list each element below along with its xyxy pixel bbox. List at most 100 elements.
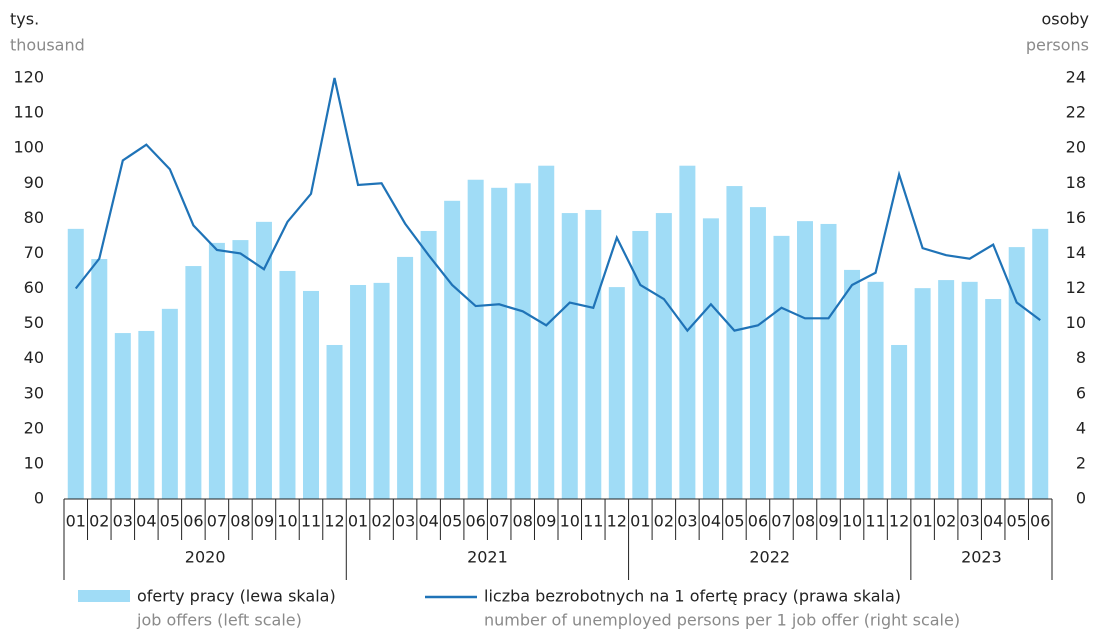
y2-tick-label: 6: [1076, 383, 1086, 402]
x-tick-label: 03: [959, 512, 979, 531]
x-tick-label: 03: [395, 512, 415, 531]
x-tick-label: 05: [160, 512, 180, 531]
legend-label: liczba bezrobotnych na 1 ofertę pracy (p…: [484, 587, 901, 606]
bar: [679, 165, 696, 500]
x-tick-label: 01: [630, 512, 650, 531]
x-tick-label: 07: [771, 512, 791, 531]
year-label: 2021: [467, 548, 508, 567]
bar: [161, 308, 178, 499]
bar: [561, 213, 578, 499]
y-tick-label: 60: [24, 278, 44, 297]
bar: [608, 287, 625, 499]
bar: [632, 230, 649, 500]
y-tick-label: 20: [24, 418, 44, 437]
x-tick-label: 09: [818, 512, 838, 531]
year-label: 2020: [185, 548, 226, 567]
legend-label-en: job offers (left scale): [136, 611, 302, 630]
y-tick-label: 110: [13, 103, 44, 122]
bar: [397, 256, 414, 499]
bar: [185, 266, 202, 499]
y2-tick-label: 8: [1076, 348, 1086, 367]
bar: [514, 183, 531, 499]
x-tick-label: 01: [66, 512, 86, 531]
legend-label: oferty pracy (lewa skala): [137, 587, 336, 606]
bar: [303, 290, 319, 499]
line: [74, 77, 1041, 333]
x-tick-label: 07: [489, 512, 509, 531]
bar: [585, 209, 602, 499]
y2-tick-label: 10: [1066, 313, 1086, 332]
legend-label-en: number of unemployed persons per 1 job o…: [484, 611, 960, 630]
x-tick-label: 02: [654, 512, 674, 531]
bar: [1008, 247, 1025, 499]
x-tick-label: 08: [513, 512, 533, 531]
y2-tick-label: 14: [1066, 243, 1086, 262]
y-tick-label: 10: [24, 453, 44, 472]
y2-tick-label: 20: [1066, 138, 1086, 157]
bar: [867, 281, 884, 499]
x-tick-label: 11: [865, 512, 885, 531]
x-tick-label: 03: [677, 512, 697, 531]
bar: [208, 242, 225, 499]
year-label: 2023: [961, 548, 1002, 567]
bar: [655, 213, 672, 499]
bar: [726, 186, 743, 499]
y2-tick-label: 24: [1066, 68, 1086, 87]
x-tick-label: 09: [536, 512, 556, 531]
bar: [373, 282, 390, 499]
bar: [138, 330, 155, 499]
y2-axis-label: osoby: [1041, 10, 1089, 29]
x-tick-label: 01: [912, 512, 932, 531]
x-tick-label: 10: [560, 512, 580, 531]
x-tick-label: 12: [889, 512, 909, 531]
x-tick-label: 02: [89, 512, 109, 531]
y-tick-label: 70: [24, 243, 44, 262]
bar: [420, 230, 437, 500]
y2-tick-label: 16: [1066, 208, 1086, 227]
x-tick-label: 09: [254, 512, 274, 531]
bar: [1032, 228, 1049, 499]
x-tick-label: 10: [842, 512, 862, 531]
x-tick-label: 02: [371, 512, 391, 531]
x-tick-label: 04: [701, 512, 721, 531]
x-tick-label: 11: [583, 512, 603, 531]
y2-axis-label-en: persons: [1026, 36, 1089, 55]
bar: [844, 269, 861, 499]
x-tick-label: 06: [465, 512, 485, 531]
legend-swatch: [78, 590, 130, 602]
bar: [91, 259, 108, 499]
x-tick-label: 05: [1007, 512, 1027, 531]
y-axis-label-en: thousand: [10, 36, 85, 55]
bar: [891, 344, 908, 499]
y2-tick-label: 18: [1066, 173, 1086, 192]
y-axis-label: tys.: [10, 10, 39, 29]
bar: [491, 187, 508, 499]
bar: [114, 333, 131, 499]
x-tick-label: 06: [1030, 512, 1050, 531]
x-tick-label: 06: [183, 512, 203, 531]
bar: [232, 240, 249, 499]
y2-tick-label: 0: [1076, 489, 1086, 508]
x-tick-label: 07: [207, 512, 227, 531]
y-tick-label: 90: [24, 173, 44, 192]
y-tick-label: 80: [24, 208, 44, 227]
bar: [67, 228, 84, 499]
y-tick-label: 40: [24, 348, 44, 367]
y2-tick-label: 22: [1066, 103, 1086, 122]
bar: [279, 270, 296, 499]
bar: [326, 344, 343, 499]
y-tick-label: 0: [34, 489, 44, 508]
y-tick-label: 30: [24, 383, 44, 402]
bar: [938, 280, 955, 499]
y2-tick-label: 2: [1076, 453, 1086, 472]
x-tick-label: 11: [301, 512, 321, 531]
y-tick-label: 120: [13, 68, 44, 87]
x-tick-label: 04: [136, 512, 156, 531]
x-tick-label: 02: [936, 512, 956, 531]
x-tick-label: 04: [983, 512, 1003, 531]
y-tick-label: 50: [24, 313, 44, 332]
x-tick-label: 05: [724, 512, 744, 531]
bar: [914, 288, 931, 499]
bar: [467, 179, 484, 499]
